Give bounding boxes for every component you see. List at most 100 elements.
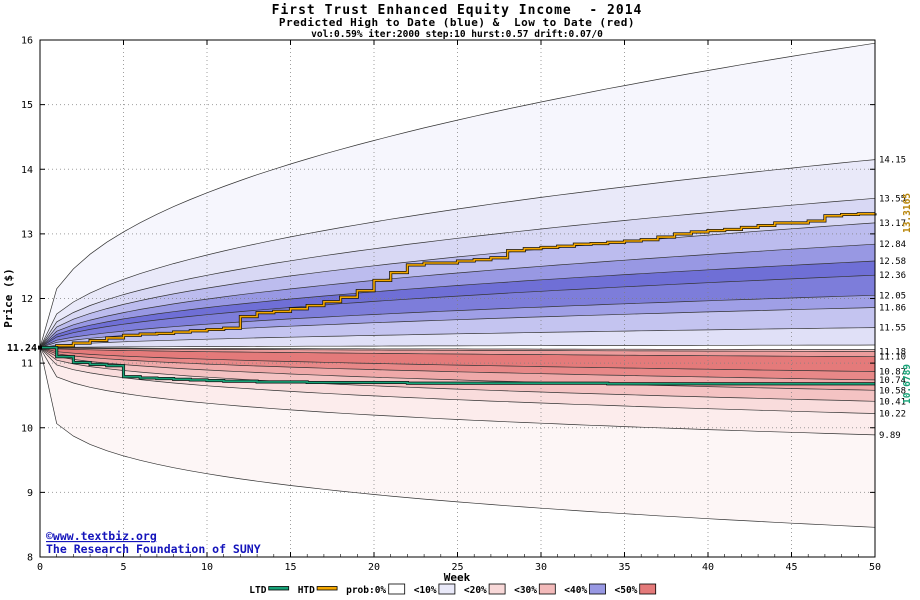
right-axis-label: 9.89	[879, 431, 901, 441]
low-band-boundary	[39, 347, 876, 436]
right-axis-label: 12.05	[879, 291, 906, 301]
high-band-boundary	[39, 294, 876, 348]
x-tick-label: 10	[201, 562, 213, 573]
low-band-boundary	[39, 347, 876, 350]
right-axis-label: 11.18	[879, 347, 906, 357]
legend-label-20: <20%	[464, 585, 487, 596]
legend-label-prob0: prob:0%	[346, 585, 386, 596]
high-probability-band	[40, 307, 875, 348]
legend-box-swatch	[538, 583, 556, 595]
right-axis-label: 11.10	[879, 353, 906, 363]
axes: 8 9 10 11 12 13 14 15 16 0 5 10 15 20 25 30 35 40 45 50	[21, 36, 881, 574]
right-axis-labels: 14.15 13.55 13.17 12.84 12.58 12.36 12.05 11.86…	[879, 156, 906, 441]
x-tick-label: 25	[451, 562, 463, 573]
legend-label-30: <30%	[514, 585, 537, 596]
right-axis-label: 11.55	[879, 324, 906, 334]
y-tick-label: 14	[21, 165, 33, 176]
high-probability-band	[40, 261, 875, 348]
legend-label-ltd: LTD	[249, 585, 266, 596]
high-band-boundary	[39, 274, 876, 348]
right-axis-label: 10.74	[879, 376, 906, 386]
legend: LTD HTD prob:0% <10% <20% <30% <40% <50%	[249, 583, 657, 596]
legend-line-swatch	[316, 586, 338, 591]
right-axis-label: 12.58	[879, 257, 906, 267]
watermark-url[interactable]: ©www.textbiz.org	[46, 529, 157, 543]
legend-box-swatch	[488, 583, 506, 595]
high-probability-band	[40, 222, 875, 348]
x-tick-label: 5	[120, 562, 126, 573]
high-band-boundary	[39, 344, 876, 348]
x-tick-label: 30	[535, 562, 547, 573]
chart-title: First Trust Enhanced Equity Income - 201…	[272, 3, 643, 18]
watermark-org: The Research Foundation of SUNY	[46, 542, 261, 556]
low-probability-band	[40, 347, 875, 435]
low-probability-band	[40, 347, 875, 391]
high-band-boundary	[39, 222, 876, 348]
low-probability-band	[40, 347, 875, 380]
high-probability-band	[40, 244, 875, 348]
x-tick-label: 0	[37, 562, 43, 573]
x-tick-label: 45	[785, 562, 797, 573]
high-band-boundary	[39, 159, 876, 348]
ltd-final-label: 10.6789	[902, 364, 913, 404]
legend-line-swatch	[268, 586, 290, 591]
high-band-boundary	[39, 42, 876, 348]
low-band-boundary	[39, 347, 876, 402]
right-axis-label: 10.22	[879, 410, 906, 420]
legend-box-swatch	[639, 583, 657, 595]
x-tick-label: 35	[618, 562, 630, 573]
right-axis-label: 10.87	[879, 368, 906, 378]
start-price-label: 11.24	[7, 343, 37, 354]
right-axis-label: 12.36	[879, 271, 906, 281]
legend-label-htd: HTD	[298, 585, 315, 596]
high-probability-band	[40, 43, 875, 348]
legend-label-40: <40%	[564, 585, 587, 596]
x-tick-label: 20	[368, 562, 380, 573]
high-band-boundary	[39, 260, 876, 348]
low-probability-band	[40, 347, 875, 528]
y-tick-label: 9	[27, 488, 33, 499]
low-band-boundary	[39, 347, 875, 352]
fan-bands	[40, 43, 875, 528]
high-band-boundary	[39, 327, 876, 348]
low-band-boundary	[39, 347, 876, 528]
x-tick-label: 15	[284, 562, 296, 573]
right-axis-label: 10.41	[879, 397, 906, 407]
low-probability-band	[40, 347, 875, 402]
high-band-boundary	[39, 243, 876, 348]
band-boundary-lines	[39, 42, 876, 528]
low-band-boundary	[39, 347, 876, 372]
low-band-boundary	[39, 347, 876, 414]
high-probability-band	[40, 327, 875, 348]
right-axis-label: 11.86	[879, 304, 906, 314]
right-axis-label: 10.58	[879, 386, 906, 396]
htd-step-line	[40, 213, 876, 349]
legend-label-50: <50%	[615, 585, 638, 596]
ltd-step-line	[40, 346, 875, 385]
right-axis-label: 14.15	[879, 156, 906, 166]
x-tick-label: 50	[869, 562, 881, 573]
y-tick-label: 12	[21, 294, 33, 305]
y-tick-label: 11	[21, 359, 33, 370]
y-tick-label: 8	[27, 553, 33, 564]
y-axis-title: Price ($)	[2, 268, 15, 328]
y-tick-label: 10	[21, 423, 33, 434]
y-tick-label: 16	[21, 36, 33, 47]
high-probability-band	[40, 295, 875, 348]
high-band-boundary	[39, 197, 876, 348]
legend-label-10: <10%	[414, 585, 437, 596]
low-probability-band	[40, 347, 875, 372]
right-axis-label: 12.84	[879, 240, 906, 250]
right-axis-label: 13.17	[879, 219, 906, 229]
low-band-boundary	[39, 347, 876, 381]
x-tick-label: 40	[702, 562, 714, 573]
high-probability-band	[40, 275, 875, 348]
low-band-boundary	[39, 347, 876, 358]
y-tick-label: 15	[21, 100, 33, 111]
htd-final-label: 13.3165	[902, 193, 913, 233]
y-tick-label: 13	[21, 229, 33, 240]
start-price-marker	[38, 345, 42, 350]
chart-subtitle: Predicted High to Date (blue) & Low to D…	[279, 16, 635, 29]
